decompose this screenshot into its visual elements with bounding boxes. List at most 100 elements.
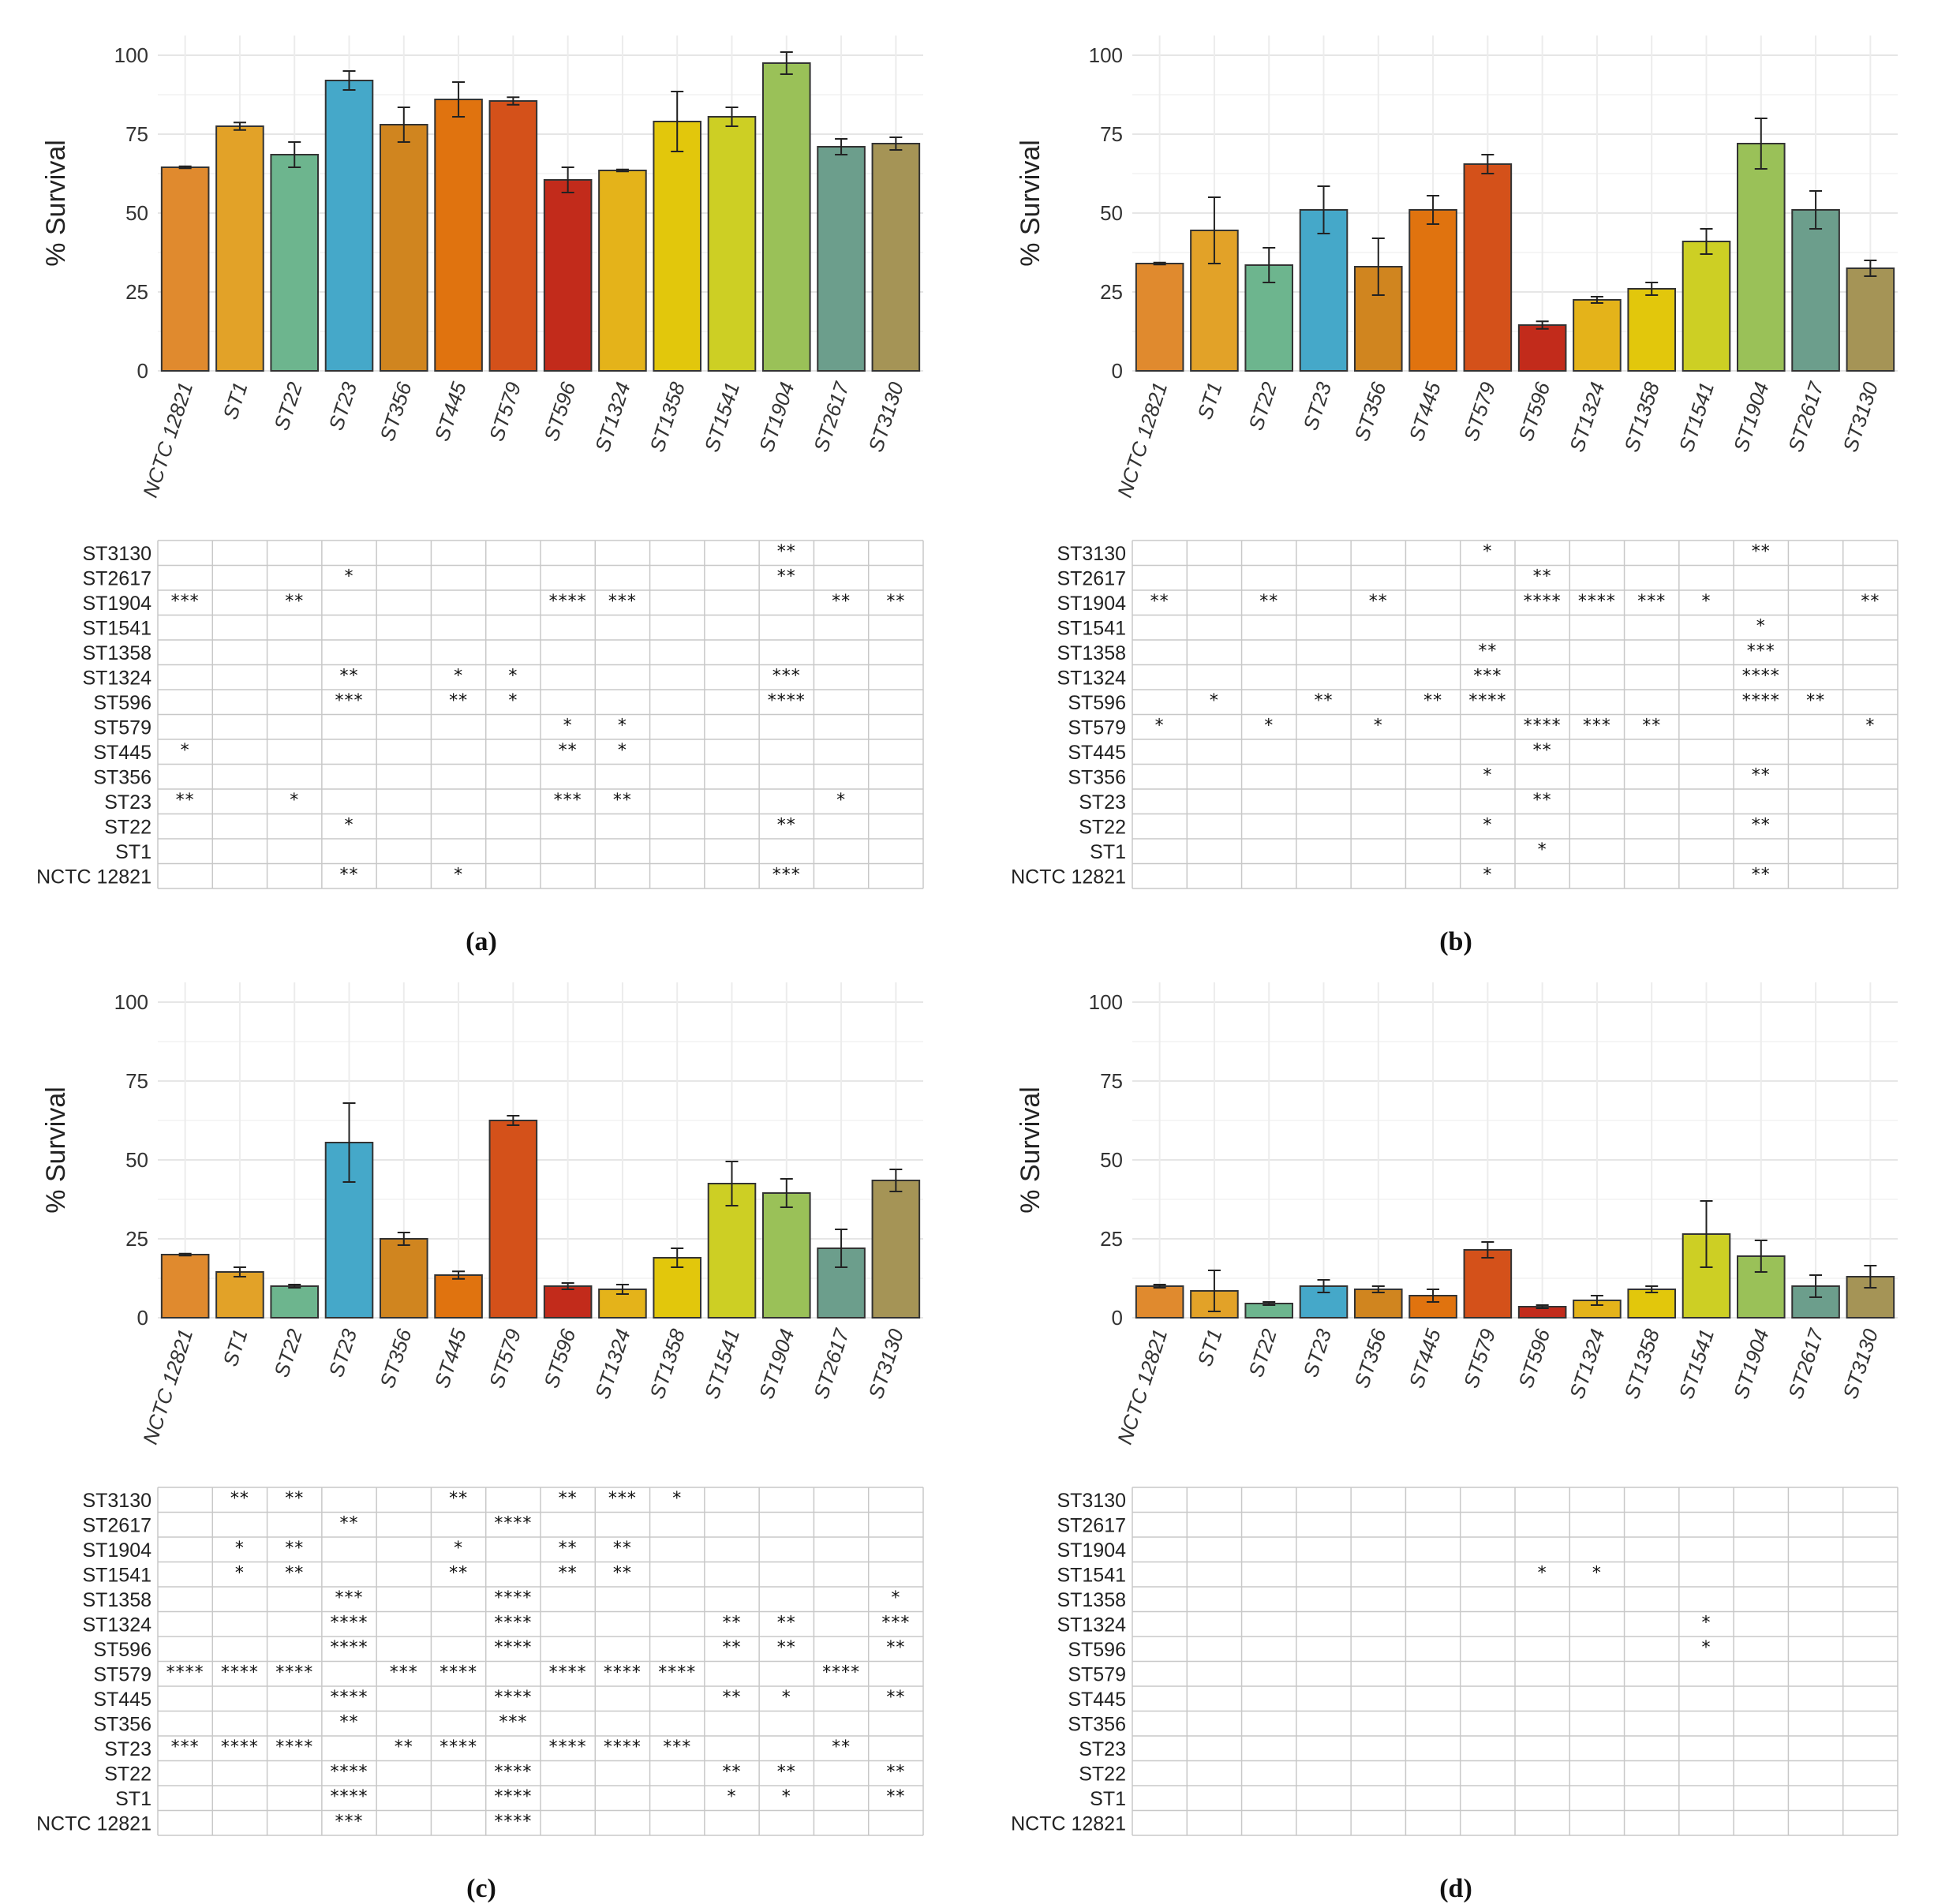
- x-tick-label: ST356: [1349, 1326, 1390, 1391]
- y-tick-label: 50: [125, 201, 148, 225]
- sig-row-label: ST2617: [1057, 567, 1126, 589]
- error-bar: [561, 166, 574, 193]
- sig-mark: ****: [549, 1738, 587, 1757]
- x-tick-label: ST579: [484, 1326, 526, 1391]
- x-tick-label: ST356: [375, 379, 416, 444]
- error-bar: [507, 96, 520, 106]
- x-tick-label: ST596: [539, 1326, 580, 1391]
- sig-mark: *: [1592, 1563, 1602, 1583]
- sig-row-label: ST22: [104, 1763, 152, 1785]
- error-bar: [1317, 1279, 1330, 1293]
- sig-row-label: ST2617: [1057, 1514, 1126, 1536]
- sig-mark: **: [832, 1738, 851, 1757]
- sig-mark: ****: [221, 1663, 259, 1682]
- sig-mark: *: [1483, 765, 1492, 785]
- y-tick-label: 0: [137, 1306, 148, 1330]
- bar-st596: [1517, 324, 1567, 372]
- x-tick-label: ST445: [1405, 1326, 1446, 1391]
- x-tick-label: ST2617: [1783, 1325, 1828, 1401]
- error-bar: [1536, 1304, 1549, 1309]
- error-bar: [889, 137, 903, 151]
- y-axis-label: % Survival: [1016, 1087, 1046, 1214]
- sig-row-label: ST3130: [82, 543, 152, 565]
- sig-mark: ****: [494, 1688, 532, 1708]
- sig-mark: **: [285, 1539, 304, 1558]
- x-tick-label: ST596: [1513, 1326, 1554, 1391]
- y-tick-label: 25: [1100, 1227, 1123, 1251]
- x-tick-label: ST3130: [863, 379, 908, 454]
- error-bar: [178, 165, 192, 170]
- sig-mark: *: [1374, 716, 1383, 735]
- x-tick-label: ST2617: [1783, 378, 1828, 454]
- error-bar: [561, 1282, 574, 1290]
- error-bar: [1317, 185, 1330, 234]
- sig-mark: **: [340, 1513, 359, 1533]
- sig-row-label: ST2617: [82, 567, 152, 589]
- sig-row-label: ST1541: [82, 617, 152, 639]
- error-bar: [1809, 190, 1823, 230]
- error-bar: [233, 122, 246, 131]
- bar-st1904: [1736, 143, 1786, 372]
- sig-mark: **: [1642, 716, 1661, 735]
- x-tick-label: ST1904: [1729, 380, 1774, 455]
- error-bar: [1371, 1285, 1385, 1293]
- sig-mark: **: [340, 666, 359, 686]
- y-tick-label: 100: [114, 43, 148, 67]
- sig-row-label: ST1: [115, 1788, 152, 1810]
- error-bar: [1371, 238, 1385, 296]
- sig-mark: ****: [1524, 716, 1562, 735]
- sig-mark: **: [449, 1563, 468, 1583]
- sig-mark: *: [235, 1563, 245, 1583]
- error-bar: [1153, 261, 1166, 266]
- sig-row-label: ST1358: [82, 642, 152, 664]
- error-bar: [780, 1178, 793, 1208]
- sig-mark: **: [559, 1489, 578, 1509]
- sig-mark: **: [886, 1638, 905, 1658]
- y-tick-label: 25: [1100, 280, 1123, 304]
- error-bar: [1481, 1241, 1494, 1259]
- y-tick-label: 50: [1100, 201, 1123, 225]
- sig-mark: **: [1259, 592, 1278, 612]
- y-axis-label: % Survival: [41, 140, 71, 267]
- error-bar: [1754, 118, 1768, 170]
- sig-mark: **: [613, 1539, 632, 1558]
- error-bar: [397, 1232, 410, 1246]
- x-tick-label: ST356: [1349, 379, 1390, 444]
- x-tick-label: ST23: [1298, 379, 1336, 433]
- sig-row-label: ST2617: [82, 1514, 152, 1536]
- error-bar: [671, 1248, 684, 1268]
- x-tick-label: ST1358: [1619, 379, 1664, 454]
- error-bar: [288, 141, 301, 168]
- error-bar: [452, 81, 466, 118]
- sig-mark: *: [508, 666, 518, 686]
- sig-mark: **: [886, 592, 905, 612]
- x-tick-label: ST445: [1405, 379, 1446, 444]
- x-tick-label: ST445: [430, 1326, 471, 1391]
- x-tick-label: NCTC 12821: [1113, 1326, 1172, 1448]
- sig-mark: *: [836, 791, 846, 810]
- sig-mark: ****: [494, 1787, 532, 1807]
- sig-mark: ****: [1578, 592, 1616, 612]
- sig-row-label: ST3130: [82, 1490, 152, 1512]
- x-tick-label: ST1324: [1565, 380, 1610, 455]
- error-bar: [1427, 195, 1440, 225]
- bar-st1358: [1627, 1289, 1677, 1319]
- x-tick-label: ST1358: [645, 1326, 690, 1401]
- x-tick-label: ST2617: [809, 1325, 854, 1401]
- error-bar: [342, 1102, 356, 1183]
- bar-st579: [488, 1120, 538, 1319]
- sig-mark: *: [618, 716, 627, 735]
- sig-mark: **: [1861, 592, 1880, 612]
- y-tick-label: 50: [1100, 1148, 1123, 1172]
- x-tick-label: ST3130: [1838, 1326, 1883, 1401]
- x-tick-label: ST1: [218, 1326, 252, 1370]
- x-tick-label: ST596: [1513, 379, 1554, 444]
- sig-mark: ***: [335, 1588, 364, 1608]
- bar-st1904: [761, 62, 811, 372]
- sig-mark: ****: [494, 1762, 532, 1782]
- sig-row-label: ST3130: [1057, 543, 1126, 565]
- chart-panel-a: 0 25 50 75 100% Survival NCTC 12821 ST1 ST22 ST2…: [0, 0, 947, 956]
- sig-mark: *: [454, 666, 463, 686]
